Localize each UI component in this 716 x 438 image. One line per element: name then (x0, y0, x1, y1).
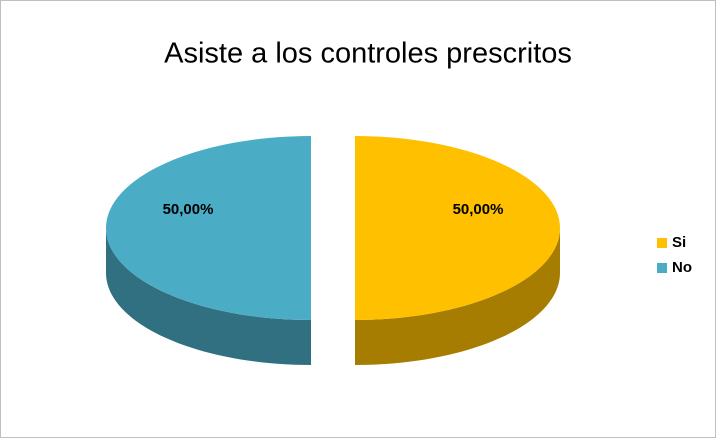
data-label: 50,00% (453, 201, 504, 218)
pie-sides (106, 228, 560, 365)
chart-title: Asiste a los controles prescritos (164, 38, 572, 70)
pie-side (355, 228, 560, 365)
legend-swatch (657, 263, 667, 273)
pie-slice (355, 136, 560, 320)
data-label: 50,00% (163, 201, 214, 218)
pie-slice (106, 136, 311, 320)
pie-side (106, 228, 311, 365)
legend-swatch (657, 238, 667, 248)
legend-label: Si (672, 234, 686, 251)
legend-label: No (672, 259, 692, 276)
